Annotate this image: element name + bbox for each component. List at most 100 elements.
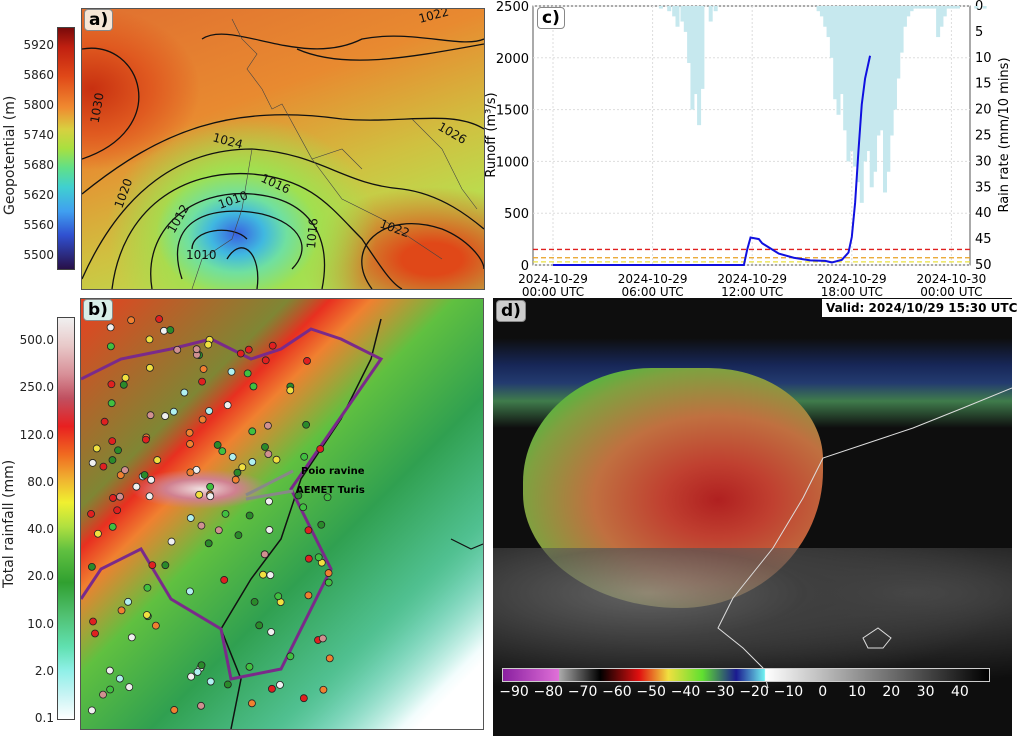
rain-gauge-station xyxy=(99,462,108,471)
rain-gauge-station xyxy=(145,363,154,372)
colorbar-tick: −30 xyxy=(705,684,735,700)
rain-gauge-station xyxy=(99,690,107,699)
rain-gauge-station xyxy=(142,435,150,444)
y-tick-label: 0 xyxy=(521,259,529,274)
rain-bar xyxy=(956,6,961,9)
rain-gauge-station xyxy=(206,482,215,491)
rain-gauge-station xyxy=(127,633,136,642)
isobar-label: 1012 xyxy=(164,202,191,235)
rain-gauge-station xyxy=(245,662,254,671)
rain-bar xyxy=(836,6,841,115)
rain-gauge-station xyxy=(106,685,115,694)
rain-bar xyxy=(906,6,911,17)
colorbar-tick: 10.0 xyxy=(27,616,54,631)
rain-gauge-station xyxy=(286,652,295,661)
rain-gauge-station xyxy=(107,399,116,408)
runoff-chart: 0 500 1000 1500 2000 2500 0 5 10 15 20 25 30 35 40 45 50… xyxy=(484,0,1012,298)
rain-gauge-station xyxy=(261,356,270,365)
rain-bar xyxy=(675,6,680,27)
rain-bar xyxy=(889,6,894,136)
rain-gauge-station xyxy=(206,492,215,501)
rain-gauge-station xyxy=(124,597,132,606)
rain-gauge-station xyxy=(228,453,237,461)
colorbar-tick: 5680 xyxy=(23,158,54,172)
rain-gauge-station xyxy=(265,497,273,506)
x-tick-label: 2024-10-30 00:00 UTC xyxy=(917,272,987,298)
isobar-contours: 1030 1024 1026 1020 1016 1012 1010 1010 … xyxy=(82,9,484,289)
rain-gauge-station xyxy=(186,514,195,522)
rainfall-colorbar xyxy=(57,317,75,720)
isobar-label: 1030 xyxy=(88,92,107,125)
rain-gauge-station xyxy=(286,386,295,395)
rain-gauge-station xyxy=(185,428,194,437)
rain-gauge-station xyxy=(107,380,116,389)
y2-tick-label: 0 xyxy=(975,0,983,14)
rain-gauge-station xyxy=(250,597,259,606)
rain-gauge-station xyxy=(268,684,276,693)
x-tick-label: 2024-10-29 06:00 UTC xyxy=(618,272,688,298)
rain-gauge-station xyxy=(316,445,325,453)
rain-gauge-station xyxy=(319,685,328,694)
rain-gauge-station xyxy=(218,447,227,456)
rain-gauge-station xyxy=(195,490,204,499)
rain-bar xyxy=(672,6,677,17)
rain-gauge-station xyxy=(88,459,97,467)
colorbar-tick: −90 xyxy=(499,684,529,700)
panel-b-label: b) xyxy=(83,299,113,321)
rain-bar xyxy=(697,6,702,126)
rain-gauge-station xyxy=(92,444,101,453)
rain-bar xyxy=(658,6,663,9)
rain-gauge-station xyxy=(91,629,99,638)
y2-tick-label: 30 xyxy=(975,154,992,169)
colorbar-tick: −70 xyxy=(567,684,598,700)
colorbar-tick: 2.0 xyxy=(34,663,54,678)
colorbar-tick: 5800 xyxy=(23,98,54,112)
rain-gauge-station xyxy=(145,335,154,344)
rain-gauge-station xyxy=(186,587,194,596)
y2-tick-label: 50 xyxy=(975,258,992,273)
rain-bar xyxy=(946,6,951,9)
rain-bar xyxy=(892,6,897,110)
rain-gauge-station xyxy=(323,493,332,502)
rain-gauge-station xyxy=(265,526,274,534)
rain-gauge-station xyxy=(213,441,222,449)
rain-gauge-station xyxy=(142,611,151,619)
rain-gauge-station xyxy=(132,482,141,491)
colorbar-tick: −10 xyxy=(773,684,804,700)
rain-gauge-station xyxy=(220,576,229,584)
rain-gauge-station xyxy=(161,412,170,420)
rain-gauge-station xyxy=(317,520,326,529)
rain-gauge-station xyxy=(94,529,102,538)
rain-gauge-station xyxy=(116,492,124,501)
rain-bar xyxy=(916,6,921,9)
colorbar-tick: 5740 xyxy=(23,128,54,142)
colorbar-tick: −40 xyxy=(670,684,701,700)
rain-bar xyxy=(883,6,887,193)
x-tick-label: 2024-10-29 18:00 UTC xyxy=(817,272,887,298)
rain-bar xyxy=(922,6,927,9)
colorbar-tick: 20.0 xyxy=(27,569,54,584)
coastline-overlay xyxy=(717,387,1012,689)
colorbar-tick: −80 xyxy=(533,684,564,700)
rain-gauge-station xyxy=(161,561,170,570)
rain-gauge-station xyxy=(318,634,327,643)
rain-gauge-station xyxy=(153,456,162,464)
rain-gauge-station xyxy=(300,452,309,461)
rain-bar xyxy=(687,6,692,63)
rain-gauge-station xyxy=(117,606,126,615)
rain-bar xyxy=(873,6,878,172)
rain-bar xyxy=(949,6,954,9)
colorbar-tick: 40.0 xyxy=(27,522,54,536)
rain-gauge-station xyxy=(143,583,152,592)
rain-bar xyxy=(974,6,979,9)
rain-gauge-station xyxy=(223,401,232,410)
rain-bar xyxy=(833,6,838,100)
rain-gauge-station xyxy=(108,437,117,446)
rainfall-map: Poio ravine AEMET Turis xyxy=(80,298,484,730)
rain-gauge-station xyxy=(214,526,223,535)
rain-bar xyxy=(936,6,941,38)
x-tick-label: 2024-10-29 00:00 UTC xyxy=(518,272,588,298)
colorbar-tick: 0.1 xyxy=(34,711,54,725)
colorbar-tick: 20 xyxy=(882,684,901,700)
